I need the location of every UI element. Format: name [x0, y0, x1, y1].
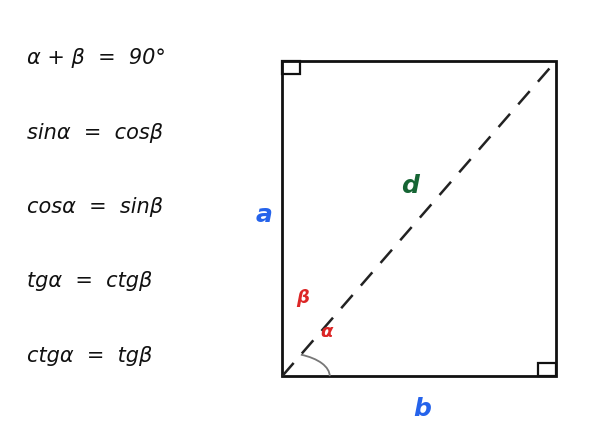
Text: β: β: [296, 289, 310, 307]
Bar: [282, 62, 300, 75]
Text: ctgα  =  tgβ: ctgα = tgβ: [26, 345, 152, 365]
Bar: [538, 363, 556, 376]
Text: α + β  =  90°: α + β = 90°: [26, 48, 166, 68]
Text: b: b: [413, 396, 431, 420]
Text: cosα  =  sinβ: cosα = sinβ: [26, 197, 163, 216]
Text: tgα  =  ctgβ: tgα = ctgβ: [26, 271, 152, 291]
Text: α: α: [320, 323, 333, 341]
Bar: [282, 62, 556, 376]
Text: sinα  =  cosβ: sinα = cosβ: [26, 122, 163, 142]
Text: a: a: [256, 203, 273, 227]
Text: d: d: [401, 173, 419, 197]
